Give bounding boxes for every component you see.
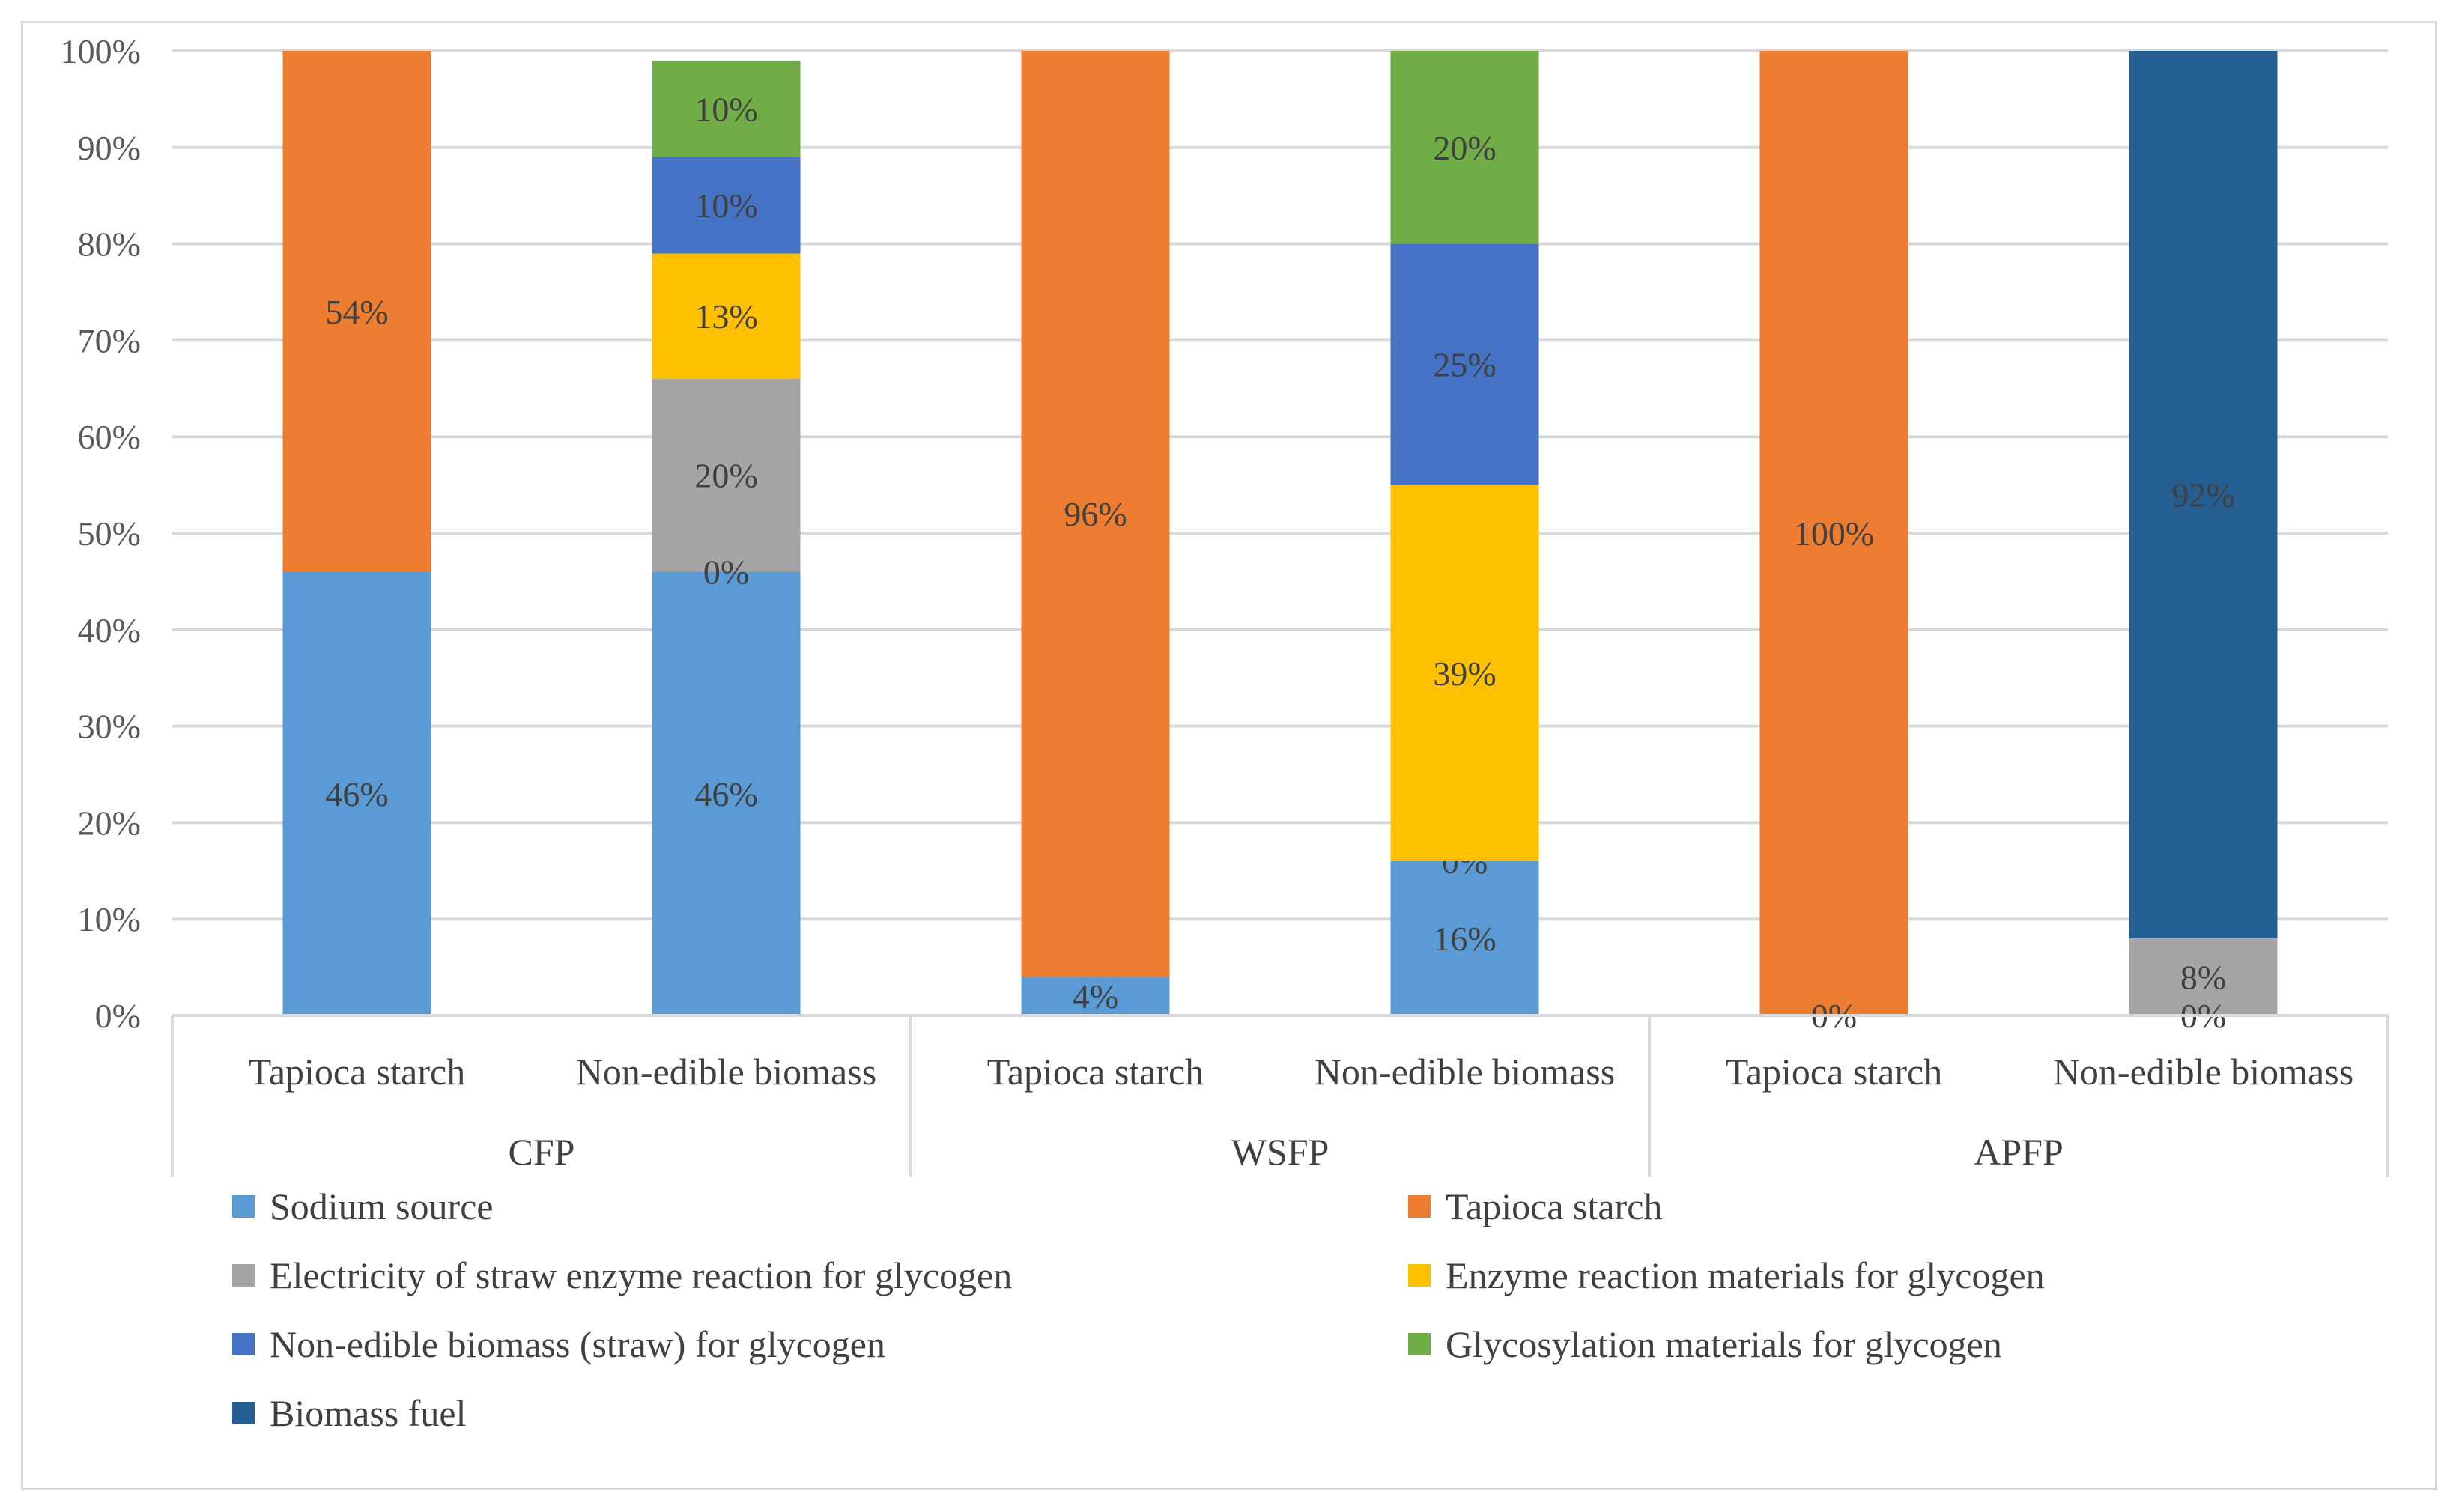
category-label: Non-edible biomass xyxy=(576,1051,876,1093)
legend-swatch-glycosylation-materials-for-glycogen xyxy=(1408,1333,1431,1355)
data-label: 0% xyxy=(703,553,749,592)
bar-segment-biomass-fuel xyxy=(2129,51,2278,938)
category-label: Non-edible biomass xyxy=(1315,1051,1615,1093)
bar-segment-tapioca-starch xyxy=(1021,51,1170,977)
data-label: 4% xyxy=(1073,977,1118,1015)
legend-swatch-non-edible-biomass-straw-for-glycogen xyxy=(232,1333,255,1355)
data-label: 13% xyxy=(694,297,757,336)
y-tick-label: 100% xyxy=(61,32,141,70)
legend-label: Biomass fuel xyxy=(270,1392,466,1434)
legend-swatch-electricity-of-straw-enzyme-reaction-for-glycogen xyxy=(232,1264,255,1287)
category-label: Non-edible biomass xyxy=(2053,1051,2353,1093)
y-tick-label: 0% xyxy=(95,997,141,1035)
y-tick-label: 50% xyxy=(78,514,141,553)
bar-segment-sodium-source xyxy=(1390,860,1539,1015)
legend-swatch-biomass-fuel xyxy=(232,1402,255,1424)
y-tick-label: 40% xyxy=(78,611,141,649)
group-label: CFP xyxy=(509,1131,575,1173)
bar-segment-enzyme-reaction-materials-for-glycogen xyxy=(1390,485,1539,861)
bar-segment-glycosylation-materials-for-glycogen xyxy=(1390,51,1539,244)
bar-segment-sodium-source xyxy=(282,571,431,1015)
data-label: 96% xyxy=(1064,495,1127,533)
data-label: 39% xyxy=(1433,655,1496,693)
bar-segment-electricity-of-straw-enzyme-reaction-for-glycogen xyxy=(2129,938,2278,1015)
legend-swatch-tapioca-starch xyxy=(1408,1195,1431,1218)
data-label: 25% xyxy=(1433,346,1496,384)
bar-segment-tapioca-starch xyxy=(1759,51,1908,1015)
bar-segment-non-edible-biomass-straw-for-glycogen xyxy=(1390,243,1539,485)
bar-segment-enzyme-reaction-materials-for-glycogen xyxy=(652,253,801,379)
bar-segment-non-edible-biomass-straw-for-glycogen xyxy=(652,157,801,254)
data-label: 8% xyxy=(2180,958,2226,996)
y-tick-label: 90% xyxy=(78,129,141,167)
category-label: Tapioca starch xyxy=(987,1051,1204,1093)
data-label: 10% xyxy=(694,90,757,128)
y-tick-label: 70% xyxy=(78,321,141,359)
data-label: 46% xyxy=(694,775,757,813)
legend-label: Sodium source xyxy=(270,1185,494,1227)
data-label: 54% xyxy=(325,293,388,331)
legend-swatch-enzyme-reaction-materials-for-glycogen xyxy=(1408,1264,1431,1287)
data-label: 100% xyxy=(1794,514,1874,553)
group-label: APFP xyxy=(1974,1131,2064,1173)
data-label: 46% xyxy=(325,775,388,813)
data-label: 20% xyxy=(694,457,757,495)
data-label: 10% xyxy=(694,186,757,225)
category-label: Tapioca starch xyxy=(249,1051,465,1093)
legend-swatch-sodium-source xyxy=(232,1195,255,1218)
legend-label: Electricity of straw enzyme reaction for… xyxy=(270,1254,1012,1296)
bar-segment-sodium-source xyxy=(1021,977,1170,1015)
y-tick-label: 20% xyxy=(78,804,141,842)
bar-segment-tapioca-starch xyxy=(282,51,431,572)
data-label: 20% xyxy=(1433,129,1496,167)
legend-label: Glycosylation materials for glycogen xyxy=(1446,1323,2002,1365)
bar-segment-electricity-of-straw-enzyme-reaction-for-glycogen xyxy=(652,378,801,572)
legend-label: Tapioca starch xyxy=(1446,1185,1662,1227)
y-tick-label: 60% xyxy=(78,418,141,456)
bar-segment-sodium-source xyxy=(652,571,801,1015)
category-label: Tapioca starch xyxy=(1726,1051,1942,1093)
bar-segment-glycosylation-materials-for-glycogen xyxy=(652,60,801,157)
legend-label: Non-edible biomass (straw) for glycogen xyxy=(270,1323,885,1365)
y-tick-label: 10% xyxy=(78,900,141,938)
y-tick-label: 80% xyxy=(78,225,141,264)
y-tick-label: 30% xyxy=(78,708,141,746)
group-label: WSFP xyxy=(1231,1131,1329,1173)
data-label: 92% xyxy=(2171,476,2234,514)
data-label: 16% xyxy=(1433,920,1496,958)
legend-label: Enzyme reaction materials for glycogen xyxy=(1446,1254,2045,1296)
